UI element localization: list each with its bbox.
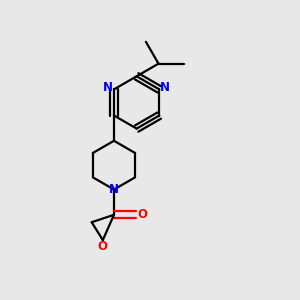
Text: N: N: [103, 81, 113, 94]
Text: O: O: [98, 240, 108, 253]
Text: N: N: [109, 183, 119, 196]
Text: N: N: [160, 81, 170, 94]
Text: O: O: [138, 208, 148, 221]
